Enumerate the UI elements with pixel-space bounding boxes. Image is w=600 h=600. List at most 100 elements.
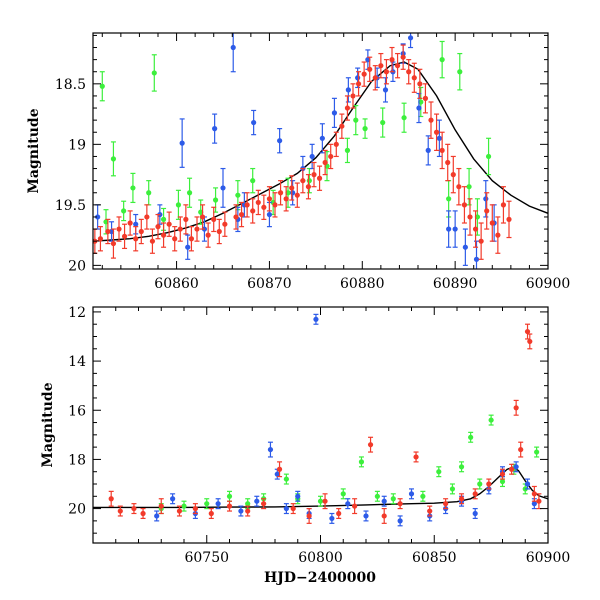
model-curve-bottom [93, 466, 548, 509]
data-point [353, 105, 359, 136]
data-marker [158, 503, 164, 509]
data-point [361, 61, 367, 87]
data-marker [188, 236, 195, 242]
data-marker [313, 316, 319, 322]
data-marker [97, 236, 104, 242]
data-marker [466, 184, 472, 190]
data-marker [340, 491, 346, 497]
data-marker [199, 214, 206, 220]
data-marker [473, 256, 480, 262]
data-marker [333, 141, 339, 147]
data-marker [233, 214, 239, 220]
data-marker [362, 126, 368, 132]
data-marker [105, 228, 111, 235]
data-point [322, 493, 328, 510]
data-point [381, 495, 387, 507]
data-point [105, 218, 111, 245]
data-points-bottom [108, 313, 542, 527]
data-marker [306, 513, 312, 519]
data-point [305, 174, 312, 200]
data-point [446, 210, 452, 248]
data-marker [345, 501, 351, 507]
data-marker [468, 434, 474, 440]
data-point [509, 463, 515, 475]
data-point [276, 461, 283, 478]
data-point [422, 83, 429, 114]
data-marker [154, 513, 160, 519]
data-point [176, 505, 183, 517]
data-point [192, 503, 198, 515]
data-marker [400, 54, 406, 60]
data-point [250, 198, 256, 224]
data-point [367, 56, 373, 83]
data-point [495, 216, 501, 254]
data-marker [518, 446, 524, 453]
data-marker [413, 454, 419, 460]
data-point [322, 149, 328, 176]
data-marker [457, 69, 463, 75]
data-marker [226, 493, 233, 499]
data-marker [172, 236, 178, 242]
y-axis-label-top: Magnitude [26, 108, 42, 193]
data-marker [478, 238, 484, 244]
data-marker [472, 510, 478, 517]
data-marker [222, 221, 228, 227]
data-point [331, 97, 338, 129]
data-marker [328, 153, 334, 160]
data-marker [509, 466, 515, 472]
data-point [319, 123, 325, 154]
data-marker [160, 216, 167, 222]
ticks-bottom [92, 307, 549, 543]
data-marker [183, 216, 189, 222]
data-point [290, 503, 296, 515]
data-point [250, 167, 256, 194]
data-marker [181, 503, 187, 509]
data-marker [108, 496, 114, 502]
data-point [452, 210, 458, 248]
data-marker [99, 83, 105, 89]
data-point [179, 118, 185, 168]
data-marker [427, 508, 433, 514]
data-marker [185, 244, 191, 250]
data-point [127, 210, 133, 236]
data-point [215, 498, 221, 510]
data-point [417, 68, 423, 99]
data-point [255, 189, 261, 216]
data-point [329, 512, 335, 524]
data-marker [226, 503, 233, 509]
data-point [295, 490, 301, 502]
data-point [374, 490, 380, 502]
data-point [477, 478, 483, 490]
data-marker [390, 496, 396, 502]
data-point [336, 507, 342, 520]
data-marker [322, 159, 328, 166]
data-point [266, 186, 273, 212]
data-marker [361, 71, 367, 77]
data-point [378, 52, 384, 79]
data-marker [339, 123, 345, 129]
data-point [261, 194, 267, 220]
data-marker [245, 508, 251, 514]
data-point [344, 137, 351, 164]
data-point [99, 71, 105, 102]
data-marker [294, 192, 300, 198]
data-marker [477, 481, 483, 487]
x-tick-label: 60800 [298, 550, 343, 566]
data-marker [244, 202, 250, 208]
series-group [108, 323, 542, 524]
model-curve-line [93, 61, 548, 242]
data-point [294, 182, 300, 208]
y-tick-label: 14 [68, 354, 86, 370]
data-marker [408, 491, 415, 497]
y-tick-label: 18 [68, 452, 86, 468]
data-point [121, 200, 127, 222]
data-point [436, 119, 442, 158]
x-tick-label: 60750 [184, 550, 229, 566]
data-point [309, 143, 315, 170]
data-point [450, 155, 456, 194]
y-tick-label: 16 [68, 403, 86, 419]
data-marker [276, 466, 283, 472]
plot-frame-top [92, 32, 549, 270]
data-marker [401, 115, 407, 121]
